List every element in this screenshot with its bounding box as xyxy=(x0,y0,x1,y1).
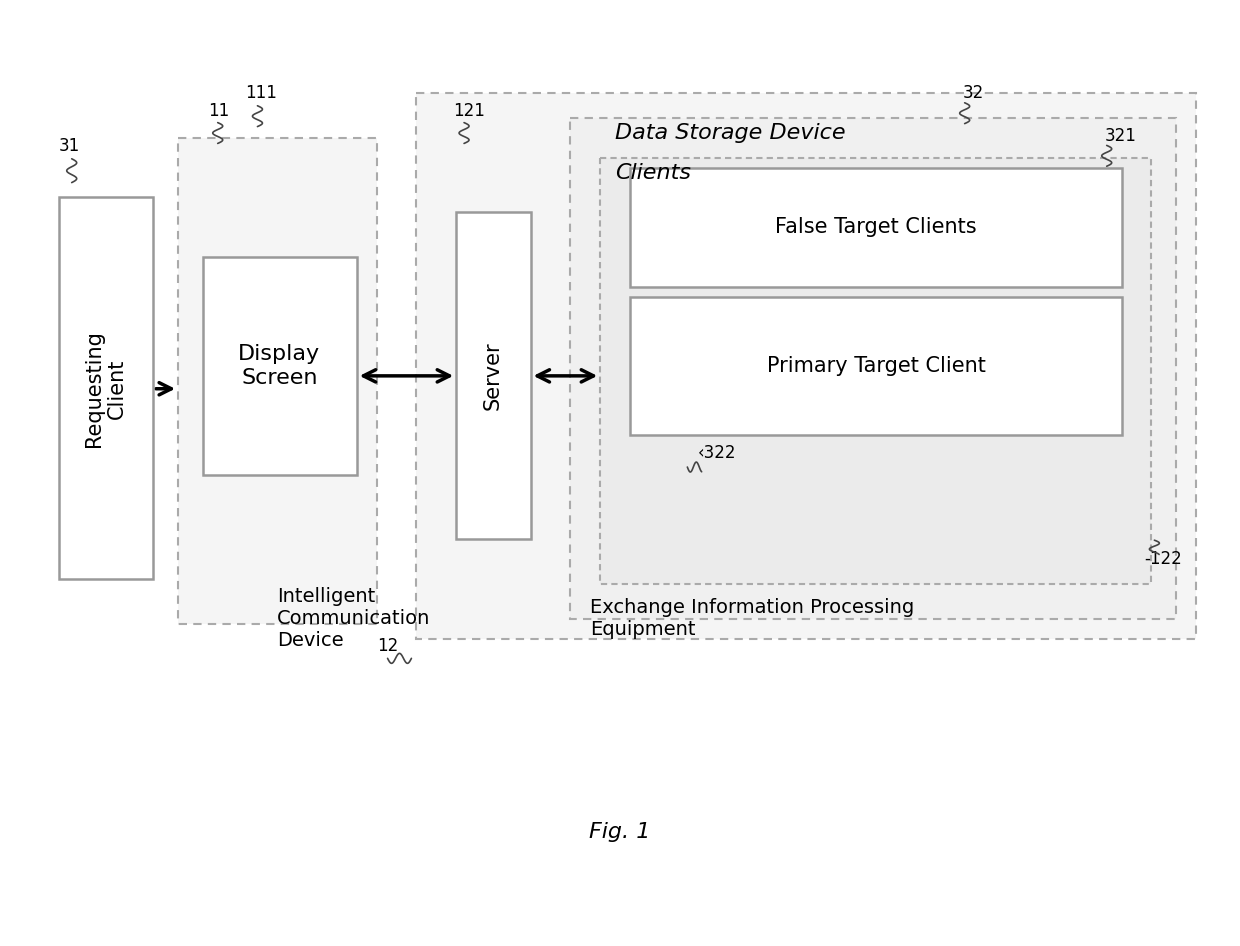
Text: ‹322: ‹322 xyxy=(697,445,737,463)
Text: Primary Target Client: Primary Target Client xyxy=(766,356,986,376)
Text: Server: Server xyxy=(482,342,503,411)
Bar xyxy=(417,94,1197,639)
Text: Data Storage Device: Data Storage Device xyxy=(615,123,846,143)
Bar xyxy=(456,212,531,539)
Text: 31: 31 xyxy=(58,137,81,155)
Text: 121: 121 xyxy=(453,102,485,120)
Text: 111: 111 xyxy=(246,84,278,102)
Bar xyxy=(570,118,1177,619)
Text: 32: 32 xyxy=(962,84,983,102)
Text: Requesting
Client: Requesting Client xyxy=(84,330,126,447)
Text: Intelligent
Communication
Device: Intelligent Communication Device xyxy=(278,587,430,650)
Text: 11: 11 xyxy=(208,102,229,120)
Bar xyxy=(58,198,154,579)
Bar xyxy=(179,138,377,623)
Bar xyxy=(630,296,1122,435)
Bar xyxy=(600,158,1152,584)
Text: -122: -122 xyxy=(1145,551,1182,569)
Text: Exchange Information Processing
Equipment: Exchange Information Processing Equipmen… xyxy=(590,598,914,639)
Bar xyxy=(203,257,357,475)
Bar xyxy=(630,167,1122,287)
Text: False Target Clients: False Target Clients xyxy=(775,218,977,237)
Text: 12: 12 xyxy=(377,638,398,656)
Text: Display
Screen: Display Screen xyxy=(238,344,320,388)
Text: Fig. 1: Fig. 1 xyxy=(589,822,651,842)
Text: 321: 321 xyxy=(1105,127,1137,145)
Text: Clients: Clients xyxy=(615,163,691,183)
